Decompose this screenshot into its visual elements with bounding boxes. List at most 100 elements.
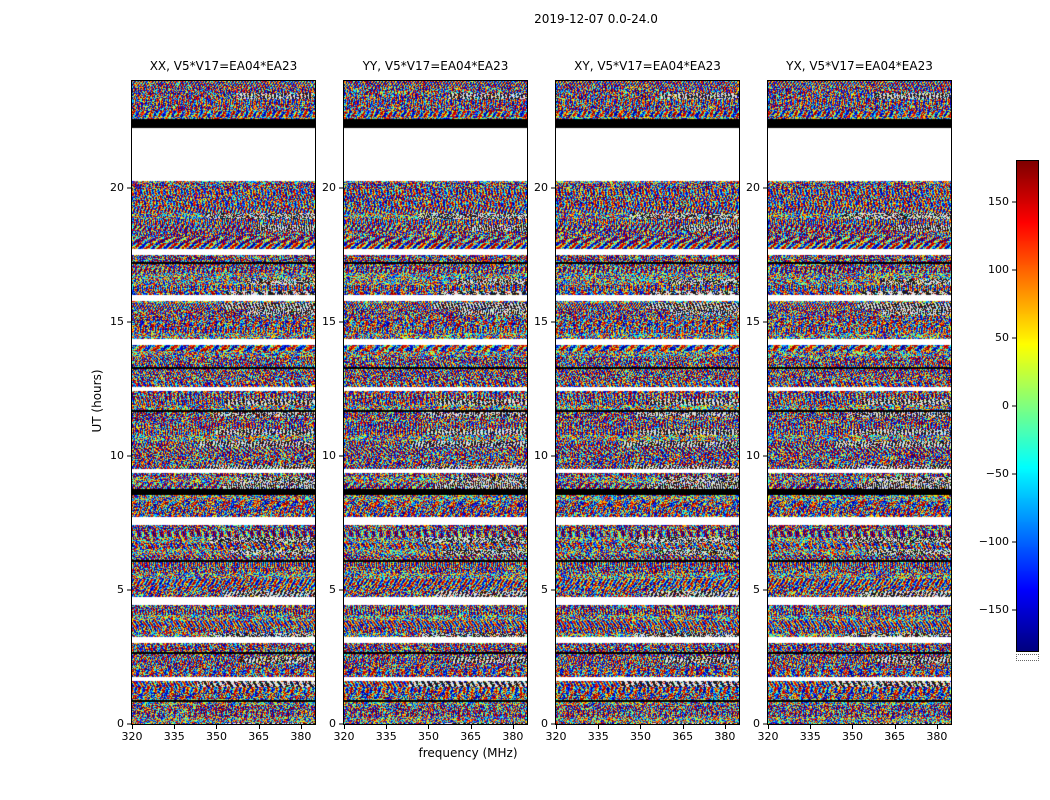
heatmap-canvas-xy: [556, 81, 739, 724]
x-tick-label: 320: [333, 730, 355, 743]
colorbar-tick-label: 150: [988, 194, 1009, 208]
x-tick-label: 335: [587, 730, 609, 743]
y-tick-mark: [127, 723, 131, 725]
x-tick-mark: [936, 725, 938, 729]
x-tick-mark: [894, 725, 896, 729]
y-tick-label: 10: [322, 449, 336, 463]
x-tick-mark: [512, 725, 514, 729]
x-tick-mark: [724, 725, 726, 729]
y-tick-mark: [763, 455, 767, 457]
x-tick-mark: [386, 725, 388, 729]
x-tick-label: 320: [121, 730, 143, 743]
y-tick-mark: [551, 455, 555, 457]
x-tick-mark: [132, 725, 133, 729]
x-tick-mark: [598, 725, 600, 729]
colorbar-tick-mark: [1012, 201, 1016, 203]
colorbar-tick-label: 50: [995, 330, 1009, 344]
x-tick-mark: [810, 725, 812, 729]
y-tick-mark: [551, 187, 555, 189]
colorbar-tick-mark: [1012, 337, 1016, 339]
x-tick-label: 320: [545, 730, 567, 743]
y-tick-mark: [339, 187, 343, 189]
y-tick-mark: [339, 589, 343, 591]
x-tick-label: 365: [672, 730, 694, 743]
y-tick-mark: [339, 321, 343, 323]
x-tick-label: 380: [502, 730, 524, 743]
colorbar: 150 100 50 0 −50 −100 −150: [979, 160, 1039, 652]
y-tick-label: 10: [110, 449, 124, 463]
y-tick-mark: [127, 455, 131, 457]
x-tick-mark: [258, 725, 260, 729]
y-tick-label: 15: [322, 315, 336, 329]
x-tick-label: 320: [757, 730, 779, 743]
colorbar-tick-label: −100: [978, 535, 1009, 549]
x-tick-mark: [470, 725, 472, 729]
x-tick-label: 335: [375, 730, 397, 743]
y-tick-label: 5: [329, 582, 336, 596]
y-tick-mark: [763, 723, 767, 725]
y-tick-mark: [127, 589, 131, 591]
y-tick-label: 15: [746, 315, 760, 329]
y-tick-label: 5: [117, 582, 124, 596]
y-tick-label: 0: [329, 716, 336, 730]
y-tick-label: 5: [753, 582, 760, 596]
y-tick-label: 10: [746, 449, 760, 463]
subplot-xx-title: XX, V5*V17=EA04*EA23: [149, 59, 298, 73]
figure-title: 2019-12-07 0.0-24.0: [534, 12, 658, 26]
y-tick-label: 20: [534, 181, 548, 195]
subplot-yx: YX, V5*V17=EA04*EA23 320 335 350 365 380 0 5 10…: [746, 59, 952, 743]
colorbar-gradient: [1017, 161, 1038, 651]
x-tick-mark: [344, 725, 345, 729]
y-tick-mark: [763, 321, 767, 323]
heatmap-canvas-yx: [768, 81, 951, 724]
y-tick-label: 0: [753, 716, 760, 730]
colorbar-tick-label: 100: [988, 262, 1009, 276]
y-tick-mark: [127, 187, 131, 189]
y-tick-mark: [127, 321, 131, 323]
y-tick-label: 15: [534, 315, 548, 329]
subplot-yx-title: YX, V5*V17=EA04*EA23: [786, 59, 933, 73]
y-tick-mark: [763, 187, 767, 189]
x-tick-mark: [852, 725, 854, 729]
y-tick-mark: [551, 723, 555, 725]
subplot-yy: YY, V5*V17=EA04*EA23 320 335 350 365 380 0 5 10…: [322, 59, 528, 743]
x-tick-mark: [768, 725, 769, 729]
x-tick-label: 380: [290, 730, 312, 743]
y-tick-label: 15: [110, 315, 124, 329]
colorbar-tick-label: −150: [978, 603, 1009, 617]
x-tick-label: 350: [205, 730, 227, 743]
y-tick-mark: [339, 723, 343, 725]
y-axis-label: UT (hours): [90, 369, 104, 433]
x-tick-mark: [428, 725, 430, 729]
colorbar-tick-mark: [1012, 405, 1016, 407]
y-tick-label: 0: [541, 716, 548, 730]
x-tick-label: 350: [629, 730, 651, 743]
x-tick-label: 335: [799, 730, 821, 743]
subplot-yy-title: YY, V5*V17=EA04*EA23: [362, 59, 509, 73]
subplot-xy: XY, V5*V17=EA04*EA23 320 335 350 365 380 0 5 10…: [534, 59, 740, 743]
x-tick-mark: [682, 725, 684, 729]
heatmap-canvas-yy: [344, 81, 527, 724]
colorbar-extension-dotted: [1016, 654, 1039, 661]
y-tick-label: 20: [110, 181, 124, 195]
x-tick-label: 365: [884, 730, 906, 743]
y-tick-label: 20: [322, 181, 336, 195]
subplot-xx: XX, V5*V17=EA04*EA23 320 335 350 365 380 0 5 10…: [110, 59, 316, 743]
colorbar-tick-mark: [1012, 473, 1016, 475]
y-tick-label: 20: [746, 181, 760, 195]
x-tick-label: 365: [248, 730, 270, 743]
y-tick-label: 0: [117, 716, 124, 730]
y-tick-label: 10: [534, 449, 548, 463]
subplot-xy-title: XY, V5*V17=EA04*EA23: [574, 59, 721, 73]
x-tick-mark: [216, 725, 218, 729]
colorbar-tick-mark: [1012, 609, 1016, 611]
colorbar-tick-label: 0: [1002, 398, 1009, 412]
x-tick-mark: [556, 725, 557, 729]
y-tick-mark: [763, 589, 767, 591]
colorbar-tick-mark: [1012, 541, 1016, 543]
x-tick-label: 365: [460, 730, 482, 743]
x-tick-label: 335: [163, 730, 185, 743]
y-tick-mark: [339, 455, 343, 457]
y-tick-label: 5: [541, 582, 548, 596]
